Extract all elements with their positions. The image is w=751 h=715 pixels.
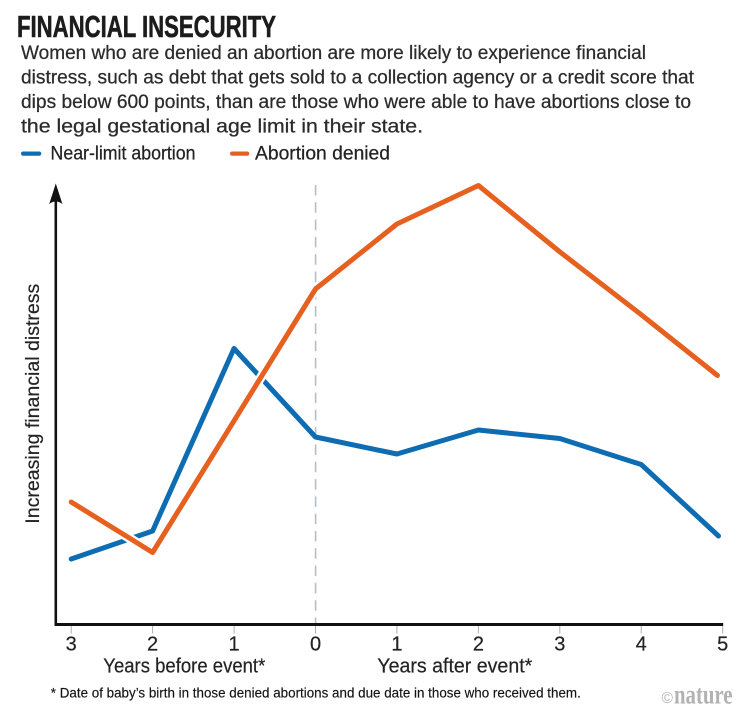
svg-text:Years after event*: Years after event* [377, 655, 532, 678]
svg-text:©: © [662, 690, 674, 707]
svg-text:Years before event*: Years before event* [103, 655, 265, 678]
svg-text:distress, such as debt that ge: distress, such as debt that gets sold to… [21, 68, 695, 89]
svg-text:dips below 600 points, than ar: dips below 600 points, than are those wh… [21, 92, 691, 113]
svg-text:Abortion denied: Abortion denied [255, 143, 390, 165]
svg-text:4: 4 [636, 634, 647, 656]
svg-text:nature: nature [674, 680, 733, 710]
svg-text:2: 2 [473, 634, 484, 656]
svg-text:the legal gestational age limi: the legal gestational age limit in their… [21, 117, 423, 138]
svg-text:1: 1 [229, 634, 240, 656]
svg-text:Women who are denied an aborti: Women who are denied an abortion are mor… [21, 43, 646, 64]
svg-text:FINANCIAL INSECURITY: FINANCIAL INSECURITY [17, 9, 276, 44]
svg-text:1: 1 [391, 634, 402, 656]
svg-text:Increasing financial distress: Increasing financial distress [23, 284, 44, 524]
svg-text:3: 3 [66, 634, 77, 656]
svg-text:5: 5 [717, 634, 728, 656]
svg-text:3: 3 [554, 634, 565, 656]
svg-text:Near-limit abortion: Near-limit abortion [51, 143, 196, 165]
svg-text:0: 0 [310, 634, 321, 656]
svg-text:2: 2 [147, 634, 158, 656]
svg-text:* Date of baby’s birth in thos: * Date of baby’s birth in those denied a… [51, 686, 581, 701]
